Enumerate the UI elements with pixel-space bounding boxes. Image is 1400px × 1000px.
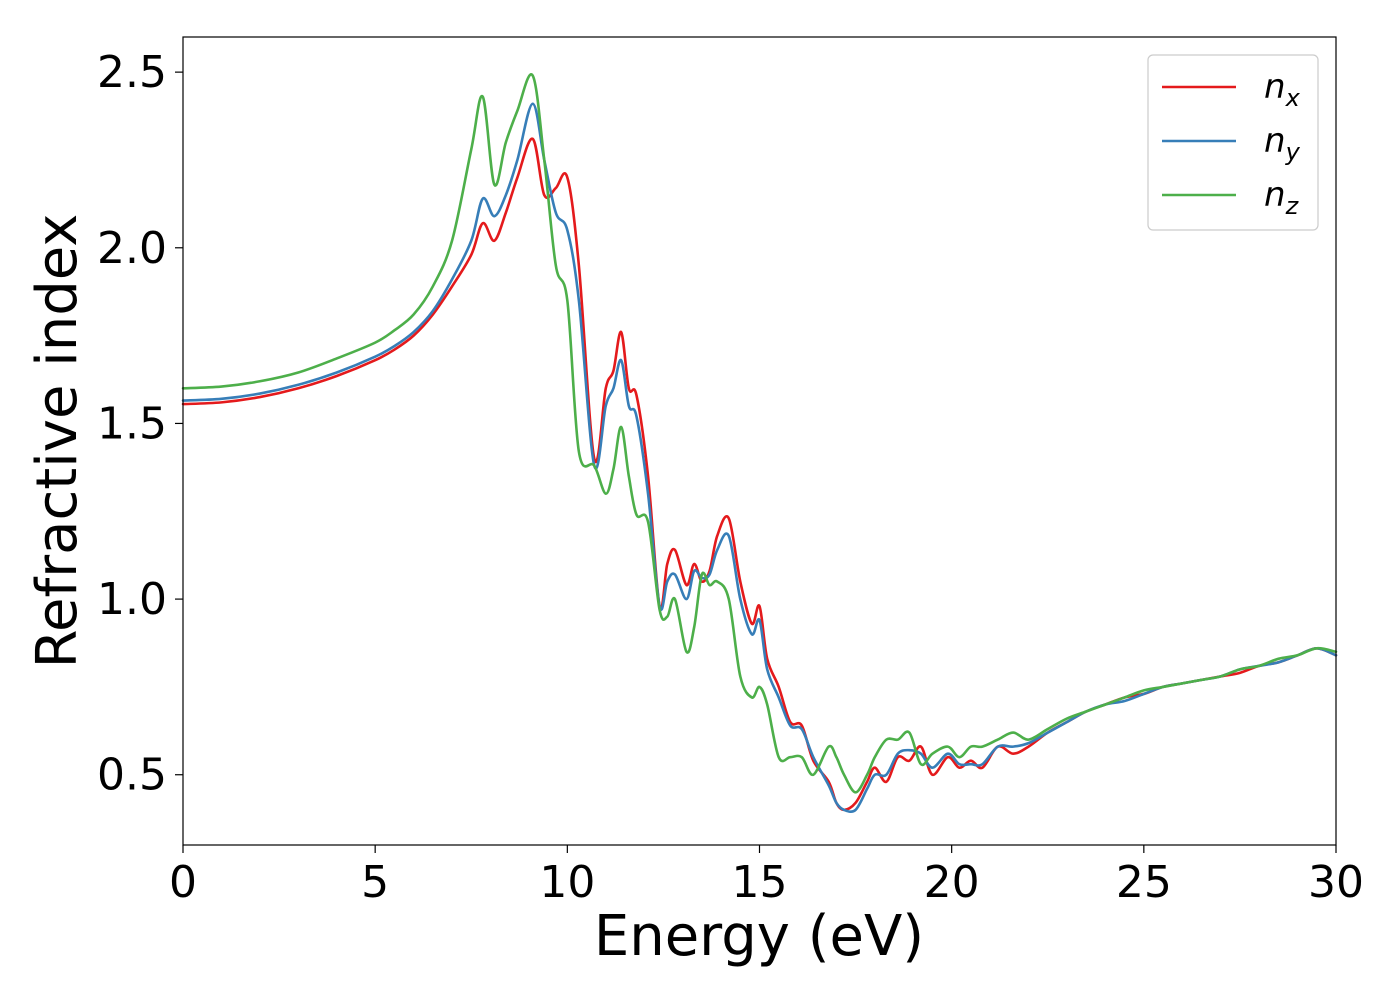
y-tick-label: 0.5 <box>97 750 167 801</box>
x-tick-label: 5 <box>361 857 389 908</box>
y-tick-label: 2.0 <box>97 223 167 274</box>
y-tick-label: 2.5 <box>97 47 167 98</box>
x-tick-label: 25 <box>1116 857 1172 908</box>
legend-box <box>1147 54 1319 231</box>
x-tick-label: 0 <box>169 857 197 908</box>
x-tick-label: 15 <box>732 857 788 908</box>
y-axis-title: Refractive index <box>25 214 90 669</box>
ticks-layer: 0 5 10 15 20 25 30 0.5 1.0 1.5 2.0 2.5 <box>97 47 1364 908</box>
series-line-x <box>181 137 1338 812</box>
series-line-z <box>181 73 1338 794</box>
x-tick-label: 10 <box>539 857 595 908</box>
legend-label-x: nx <box>1264 67 1301 112</box>
x-tick-label: 20 <box>924 857 980 908</box>
y-tick-label: 1.5 <box>97 398 167 449</box>
y-tick-label: 1.0 <box>97 574 167 625</box>
x-tick-label: 30 <box>1308 857 1364 908</box>
x-axis-title: Energy (eV) <box>594 904 924 969</box>
series-layer <box>181 73 1338 814</box>
